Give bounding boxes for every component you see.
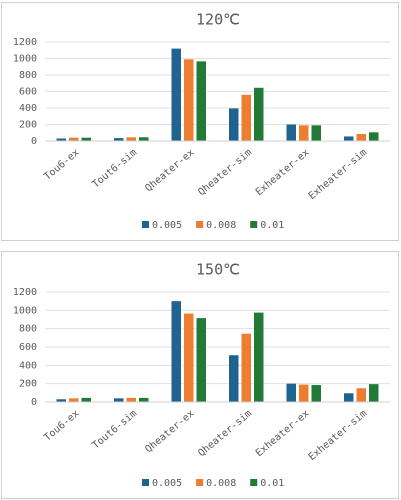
legend-swatch — [250, 221, 258, 228]
x-tick-label: Qheater-ex — [143, 408, 196, 455]
x-tick-label: Exheater-sim — [307, 147, 369, 202]
legend-swatch — [196, 221, 204, 228]
x-tick-label: Qheater-sim — [196, 147, 254, 198]
chart: 150℃ 0 200 400 600 800 1000 1200 Tou6-ex Tout6-si… — [1, 251, 399, 499]
bar — [299, 125, 309, 141]
bar — [56, 138, 66, 141]
y-tick-label: 600 — [19, 342, 37, 353]
bar — [81, 397, 91, 402]
x-tick-label: Tou6-ex — [42, 147, 81, 183]
legend-label: 0.01 — [260, 478, 284, 489]
bar — [241, 94, 251, 141]
x-tick-label: Exheater-ex — [254, 408, 312, 459]
y-tick-label: 200 — [19, 120, 37, 131]
y-tick-label: 1000 — [13, 54, 37, 65]
bar — [126, 397, 136, 402]
legend-label: 0.005 — [152, 478, 182, 489]
x-tick-label: Tout6-sim — [91, 408, 140, 451]
y-tick-label: 800 — [19, 70, 37, 81]
y-tick-label: 400 — [19, 103, 37, 114]
x-tick-label: Qheater-sim — [196, 408, 254, 459]
y-tick-label: 200 — [19, 379, 37, 390]
bar — [114, 138, 124, 141]
chart-frame — [1, 251, 399, 499]
legend-label: 0.005 — [152, 220, 182, 231]
y-tick-label: 0 — [31, 136, 37, 147]
bar — [114, 398, 124, 402]
bar — [311, 125, 321, 141]
y-tick-label: 1200 — [13, 37, 37, 48]
bar — [299, 384, 309, 402]
bar — [69, 137, 79, 141]
bar — [344, 136, 354, 141]
chart-frame — [1, 2, 399, 241]
y-tick-label: 800 — [19, 324, 37, 335]
bar — [254, 312, 264, 402]
bar — [254, 87, 264, 141]
bar — [229, 108, 239, 141]
bar — [369, 132, 379, 141]
chart-title: 150℃ — [196, 261, 240, 279]
bar — [286, 383, 296, 402]
x-tick-label: Tou6-ex — [42, 408, 81, 444]
x-tick-label: Tout6-sim — [91, 147, 140, 190]
bar — [139, 137, 149, 141]
bar — [344, 393, 354, 402]
bar — [56, 399, 66, 402]
x-tick-label: Exheater-sim — [307, 408, 369, 463]
bar — [184, 313, 194, 402]
legend-swatch — [142, 221, 149, 228]
y-tick-label: 400 — [19, 360, 37, 371]
bar — [139, 397, 149, 402]
y-tick-label: 1200 — [13, 287, 37, 298]
bar — [241, 333, 251, 402]
bar — [311, 385, 321, 402]
legend-swatch — [250, 479, 258, 486]
legend-swatch — [196, 479, 204, 486]
bar — [196, 61, 206, 142]
x-tick-label: Qheater-ex — [143, 147, 196, 194]
bar — [356, 388, 366, 402]
bar — [356, 133, 366, 141]
legend-label: 0.008 — [206, 478, 236, 489]
bar — [171, 301, 181, 402]
y-tick-label: 600 — [19, 87, 37, 98]
bar — [229, 355, 239, 402]
bar — [196, 318, 206, 402]
bar — [184, 59, 194, 142]
bar — [286, 124, 296, 141]
legend-label: 0.008 — [206, 220, 236, 231]
x-tick-label: Exheater-ex — [254, 147, 312, 198]
chart-title: 120℃ — [196, 11, 240, 29]
bar — [369, 384, 379, 402]
legend-swatch — [142, 479, 149, 486]
y-tick-label: 0 — [31, 397, 37, 408]
bar — [81, 137, 91, 141]
bar — [171, 48, 181, 141]
bar — [126, 137, 136, 141]
y-tick-label: 1000 — [13, 305, 37, 316]
bar — [69, 398, 79, 402]
legend-label: 0.01 — [260, 220, 284, 231]
chart: 120℃ 0 200 400 600 800 1000 1200 Tou6-ex Tout6-si… — [1, 2, 399, 241]
